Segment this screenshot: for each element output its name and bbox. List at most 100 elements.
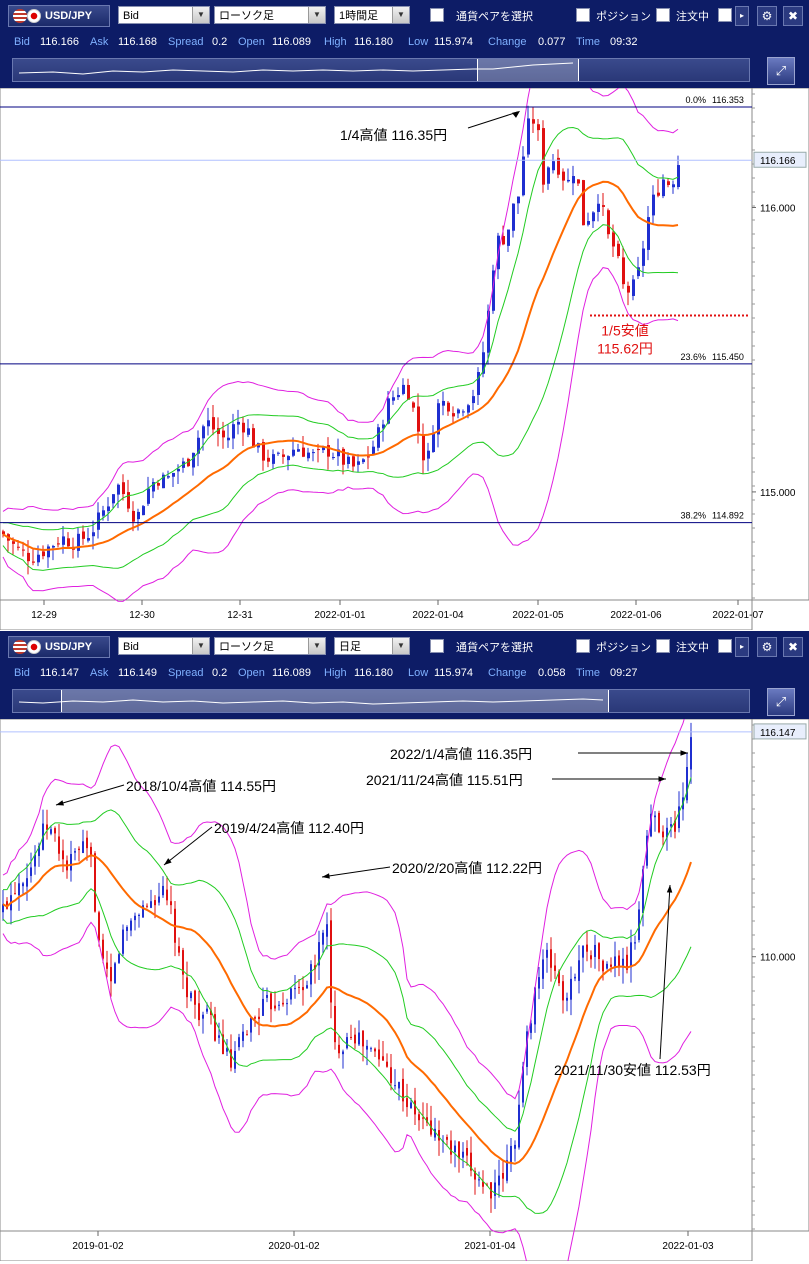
- spread-label: Spread: [168, 667, 204, 679]
- candle-body: [197, 437, 200, 454]
- candle-body: [272, 454, 275, 464]
- annotation-arrowhead: [56, 800, 64, 806]
- gear-icon[interactable]: ⚙: [757, 6, 777, 26]
- expand-icon[interactable]: ⤢: [767, 688, 795, 716]
- annotation-arrow: [659, 884, 671, 1060]
- candle-body: [82, 841, 84, 853]
- candle-body: [498, 1175, 500, 1186]
- candle-body: [142, 506, 145, 516]
- extra-checkbox[interactable]: [718, 8, 732, 22]
- candle-body: [522, 1066, 524, 1103]
- candle-body: [474, 1170, 476, 1180]
- candle-body: [157, 483, 160, 486]
- candle-body: [454, 1145, 456, 1153]
- symbol-label: USD/JPY: [45, 641, 93, 653]
- close-icon[interactable]: ✖: [783, 637, 803, 657]
- timeframe-select[interactable]: 1時間足 ▼: [334, 6, 410, 24]
- candle-body: [150, 901, 152, 908]
- candle-body: [177, 468, 180, 472]
- symbol-selector[interactable]: USD/JPY: [8, 636, 110, 658]
- candle-body: [552, 161, 555, 171]
- close-icon[interactable]: ✖: [783, 6, 803, 26]
- candle-body: [550, 949, 552, 968]
- change-value: 0.077: [538, 36, 566, 48]
- candle-body: [462, 1151, 464, 1158]
- candle-body: [597, 203, 600, 212]
- candle-body: [582, 945, 584, 958]
- candle-body: [422, 435, 425, 461]
- candle-body: [512, 203, 515, 231]
- candle-body: [234, 1051, 236, 1069]
- symbol-selector[interactable]: USD/JPY: [8, 5, 110, 27]
- navigator-track[interactable]: [12, 689, 750, 713]
- scroll-icon[interactable]: ▸: [735, 6, 749, 26]
- candle-body: [427, 450, 430, 459]
- candle-body: [442, 400, 445, 406]
- hourly-candlestick-chart[interactable]: 116.000 115.000 116.166 12-29 12-30 12-31 2022…: [0, 25, 809, 631]
- timeframe-select[interactable]: 日足 ▼: [334, 637, 410, 655]
- candle-body: [62, 536, 65, 545]
- candle-body: [74, 851, 76, 853]
- navigator-window[interactable]: [61, 690, 609, 712]
- candle-body: [318, 942, 320, 966]
- bollinger-lower-2sigma: [2, 921, 692, 1264]
- timeframe-value: 1時間足: [339, 10, 379, 22]
- expand-icon[interactable]: ⤢: [767, 57, 795, 85]
- extra-checkbox[interactable]: [718, 639, 732, 653]
- price-type-select[interactable]: Bid ▼: [118, 6, 210, 24]
- candle-body: [627, 285, 630, 293]
- chevron-down-icon: ▼: [192, 7, 209, 23]
- navigator-window[interactable]: [477, 59, 579, 81]
- time-tick-label: 2022-01-06: [610, 610, 662, 621]
- candle-body: [617, 243, 620, 257]
- candle-body: [212, 417, 215, 430]
- candle-body: [426, 1117, 428, 1123]
- candle-body: [58, 836, 60, 854]
- scroll-icon[interactable]: ▸: [735, 637, 749, 657]
- candle-body: [286, 1003, 288, 1005]
- high-label: High: [324, 36, 347, 48]
- candle-body: [232, 424, 235, 439]
- pair-select-checkbox[interactable]: [430, 8, 444, 22]
- candle-body: [578, 960, 580, 981]
- candle-body: [618, 955, 620, 967]
- order-checkbox[interactable]: [656, 8, 670, 22]
- position-checkbox[interactable]: [576, 639, 590, 653]
- gear-icon[interactable]: ⚙: [757, 637, 777, 657]
- low-value: 115.974: [434, 667, 473, 679]
- daily-candlestick-chart[interactable]: 110.000 116.147 2019-01-02 2020-01-02 2021-0…: [0, 692, 809, 1264]
- navigator-track[interactable]: [12, 58, 750, 82]
- candle-body: [690, 737, 692, 770]
- position-checkbox[interactable]: [576, 8, 590, 22]
- pair-select-checkbox[interactable]: [430, 639, 444, 653]
- moving-average-line: [2, 180, 679, 552]
- annotation-arrowhead: [322, 873, 330, 879]
- candle-body: [377, 427, 380, 448]
- chart-type-select[interactable]: ローソク足 ▼: [214, 637, 326, 655]
- timeframe-value: 日足: [339, 641, 361, 653]
- candle-body: [667, 181, 670, 185]
- candle-body: [450, 1140, 452, 1155]
- time-tick-label: 2022-01-04: [412, 610, 464, 621]
- candle-body: [287, 456, 290, 461]
- order-checkbox[interactable]: [656, 639, 670, 653]
- fibonacci-pct-label: 0.0%: [685, 95, 706, 105]
- candle-body: [218, 1035, 220, 1038]
- annotation-arrow: [163, 826, 213, 866]
- candle-body: [492, 270, 495, 311]
- bollinger-lower-2sigma: [2, 267, 679, 602]
- candle-body: [554, 965, 556, 971]
- candle-body: [92, 532, 95, 537]
- price-type-select[interactable]: Bid ▼: [118, 637, 210, 655]
- annotation-label: 2022/1/4高値 116.35円: [390, 746, 532, 762]
- candle-body: [537, 124, 540, 131]
- current-price-box: [753, 151, 807, 168]
- candle-body: [277, 452, 280, 454]
- annotation-label: 2020/2/20高値 112.22円: [392, 860, 542, 876]
- candle-body: [127, 492, 130, 509]
- candle-body: [457, 409, 460, 414]
- candle-body: [237, 421, 240, 425]
- candle-body: [2, 531, 5, 535]
- chart-type-select[interactable]: ローソク足 ▼: [214, 6, 326, 24]
- time-value: 09:27: [610, 667, 638, 679]
